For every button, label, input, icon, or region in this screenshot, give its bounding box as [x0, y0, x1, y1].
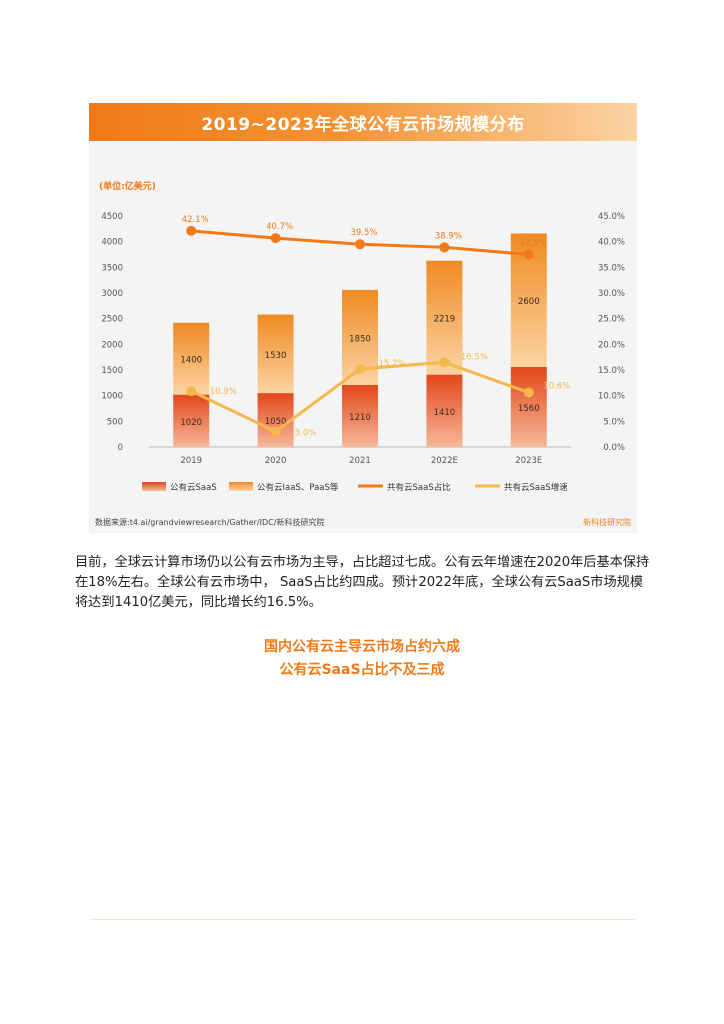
bar-iaas-paas: [426, 260, 463, 375]
bar-iaas-paas: [257, 314, 294, 394]
bar-saas: [510, 366, 547, 447]
chart-banner: 2019~2023年全球公有云市场规模分布: [89, 103, 637, 141]
line-series-value-label: 39.5%: [350, 228, 377, 238]
y-left-tick-label: 500: [107, 417, 123, 427]
bar-saas-value-label: 1020: [180, 418, 202, 428]
bar-iaas-paas: [173, 322, 210, 395]
legend-label-saas-share: 共有云SaaS占比: [387, 482, 451, 493]
chart-svg: (单位:亿美元) 0 500 1000 1500 2000 2500 3000 3500 4000…: [99, 180, 625, 493]
x-tick-label: 2019: [180, 456, 202, 466]
line-series-point: [270, 426, 281, 437]
y-left-tick-label: 1500: [101, 366, 123, 376]
source-note: 数据来源:t4.ai/grandviewresearch/Gather/IDC/…: [95, 518, 325, 527]
bar-iaas-value-label: 1400: [180, 356, 202, 366]
legend-swatch-saas: [142, 482, 166, 491]
y-left-tick-label: 0: [118, 443, 123, 453]
legend-label-saas-growth: 共有云SaaS增速: [504, 482, 568, 493]
subheading-2: 公有云SaaS占比不及三成: [279, 662, 445, 678]
line-series-value-label: 37.5%: [519, 239, 546, 249]
y-right-tick-label: 0.0%: [603, 443, 625, 453]
bar-saas: [173, 394, 210, 447]
y-right-tick-label: 5.0%: [603, 417, 625, 427]
y-left-tick-label: 2000: [101, 340, 123, 350]
line-series-point: [523, 387, 534, 398]
line-series-value-label: 3.0%: [295, 429, 317, 439]
line-series-point: [186, 386, 197, 397]
y-right-tick-label: 35.0%: [598, 263, 625, 273]
y-left-tick-label: 3500: [101, 263, 123, 273]
bar-saas: [342, 384, 378, 447]
y-left-tick-label: 2500: [101, 315, 123, 325]
brand-label: 新科技研究院: [583, 518, 631, 527]
line-series-point: [439, 242, 450, 253]
bar-saas-value-label: 1210: [349, 413, 371, 423]
line-series-value-label: 10.6%: [543, 382, 570, 392]
bar-iaas-value-label: 1530: [265, 351, 287, 361]
x-tick-label: 2020: [265, 456, 287, 466]
x-tick-label: 2023E: [515, 456, 542, 466]
line-series-value-label: 42.1%: [182, 215, 209, 225]
y-right-tick-label: 20.0%: [598, 340, 625, 350]
bar-saas: [426, 374, 463, 447]
body-paragraph: 目前，全球云计算市场仍以公有云市场为主导，占比超过七成。公有云年增速在2020年…: [75, 555, 650, 610]
y-right-tick-label: 15.0%: [598, 366, 625, 376]
legend-swatch-iaas: [229, 482, 253, 491]
legend-label-iaas: 公有云IaaS、PaaS等: [257, 482, 339, 493]
chart-figure: 2019~2023年全球公有云市场规模分布 (单位:亿美元) 0 500 1000 15…: [89, 103, 637, 533]
bar-saas-value-label: 1050: [265, 417, 287, 427]
bar-iaas-value-label: 2600: [518, 297, 540, 307]
line-series-value-label: 38.9%: [435, 231, 462, 241]
line-series-value-label: 40.7%: [266, 222, 293, 232]
bar-saas-value-label: 1560: [518, 404, 540, 414]
unit-label: (单位:亿美元): [99, 180, 156, 192]
chart-title: 2019~2023年全球公有云市场规模分布: [201, 114, 525, 135]
line-series-point: [270, 233, 281, 244]
y-right-tick-label: 40.0%: [598, 238, 625, 248]
bar-saas: [257, 393, 294, 447]
y-right-tick-label: 30.0%: [598, 289, 625, 299]
bar-iaas-value-label: 1850: [349, 334, 371, 344]
y-left-tick-label: 3000: [101, 289, 123, 299]
line-series-point: [355, 239, 365, 250]
line-series-point: [355, 363, 365, 374]
y-right-tick-label: 25.0%: [598, 315, 625, 325]
y-left-tick-label: 4000: [101, 238, 123, 248]
x-tick-label: 2021: [349, 456, 371, 466]
line-series-value-label: 15.2%: [378, 359, 405, 369]
legend-label-saas: 公有云SaaS: [170, 482, 217, 493]
line-series-point: [523, 249, 534, 260]
y-right-tick-label: 10.0%: [598, 392, 625, 402]
line-series-point: [439, 357, 450, 368]
line-series-value-label: 10.9%: [210, 387, 237, 397]
subheading-1: 国内公有云主导云市场占约六成: [264, 639, 460, 655]
bar-saas-value-label: 1410: [434, 408, 456, 418]
y-left-tick-label: 1000: [101, 392, 123, 402]
x-tick-label: 2022E: [431, 456, 458, 466]
line-series-point: [186, 225, 197, 236]
line-series-value-label: 16.5%: [461, 352, 488, 362]
bar-iaas-value-label: 2219: [434, 315, 456, 325]
footer-divider: [90, 919, 635, 920]
y-left-tick-label: 4500: [101, 212, 123, 222]
y-right-tick-label: 45.0%: [598, 212, 625, 222]
